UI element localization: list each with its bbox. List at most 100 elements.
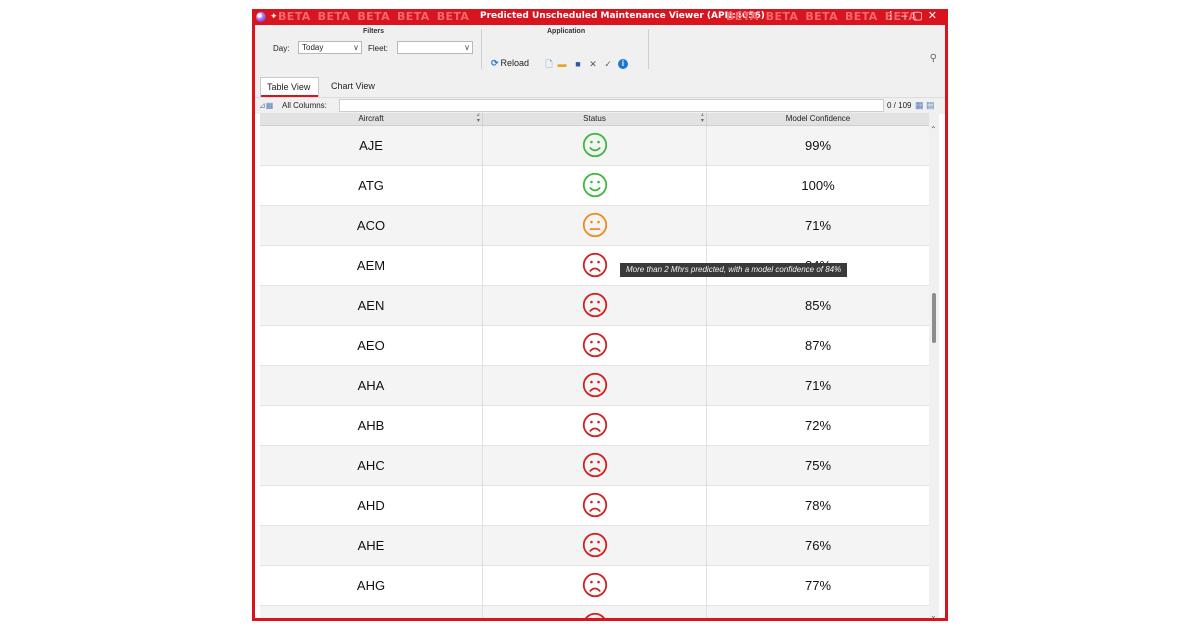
aircraft-cell: AHA: [260, 366, 483, 406]
confidence-cell: 76%: [804, 538, 832, 553]
search-bar: ⊿▦ All Columns: 0 / 109 ▦ ▤: [255, 97, 945, 114]
scroll-down-icon[interactable]: ⌄: [930, 611, 937, 618]
sad-face-icon: [582, 412, 607, 438]
tab-chart-view[interactable]: Chart View: [331, 81, 375, 91]
status-cell: [483, 486, 707, 526]
chevron-down-icon: ∨: [464, 43, 470, 52]
aircraft-cell: AHB: [260, 406, 483, 446]
filters-group-label: Filters: [363, 28, 385, 35]
table-row[interactable]: ACO 71%: [260, 206, 929, 246]
table-row[interactable]: AHE 76%: [260, 526, 929, 566]
confidence-cell: 75%: [804, 458, 832, 473]
save-icon[interactable]: ■: [575, 59, 581, 69]
window-controls: ⋮–▢✕: [885, 9, 942, 22]
minimize-icon[interactable]: –: [901, 10, 913, 22]
column-chooser-icon[interactable]: ▦ ▤: [915, 100, 935, 110]
happy-face-icon: [582, 172, 607, 198]
view-tabs: Table View Chart View: [255, 73, 945, 97]
open-folder-icon[interactable]: ▬: [557, 59, 567, 69]
reload-label: Reload: [500, 58, 530, 68]
menu-dots-icon[interactable]: ⋮: [885, 10, 902, 22]
tab-table-view[interactable]: Table View: [260, 77, 319, 97]
pin-icon[interactable]: ✦: [270, 11, 278, 21]
search-label: All Columns:: [282, 101, 327, 110]
table-row[interactable]: AJE 99%: [260, 126, 929, 166]
table-row[interactable]: AHA 71%: [260, 366, 929, 406]
aircraft-cell: ACO: [260, 206, 483, 246]
table-row[interactable]: AHC 75%: [260, 446, 929, 486]
check-icon[interactable]: ✓: [604, 59, 612, 69]
table-row[interactable]: AHD 78%: [260, 486, 929, 526]
filter-icon[interactable]: ⊿▦: [259, 101, 274, 110]
aircraft-cell: AEM: [260, 246, 483, 286]
aircraft-cell: AHC: [260, 446, 483, 486]
sad-face-icon: [582, 372, 607, 398]
sad-face-icon: [582, 332, 607, 358]
status-cell: [483, 366, 707, 406]
divider: [648, 29, 649, 69]
status-cell: [483, 166, 707, 206]
close-icon[interactable]: ✕: [927, 10, 942, 22]
table-row[interactable]: [260, 606, 929, 618]
divider: [481, 29, 482, 69]
status-cell: [483, 566, 707, 606]
status-cell: [483, 326, 707, 366]
refresh-icon: ⟳: [491, 58, 499, 68]
match-count: 0 / 109: [887, 101, 912, 110]
sort-icon: 1 ▾: [700, 113, 704, 124]
sad-face-icon: [582, 252, 607, 278]
new-file-icon[interactable]: 🗋: [545, 59, 553, 69]
aircraft-cell: [260, 606, 483, 618]
sad-face-icon: [582, 572, 607, 598]
aircraft-cell: AEO: [260, 326, 483, 366]
settings-key-icon[interactable]: ⚲: [929, 53, 937, 64]
neutral-face-icon: [582, 212, 607, 238]
scrollbar-thumb[interactable]: [932, 293, 936, 343]
info-icon[interactable]: i: [618, 59, 628, 69]
confidence-cell: 71%: [804, 378, 832, 393]
confidence-cell: 99%: [804, 138, 832, 153]
confidence-cell: 85%: [804, 298, 832, 313]
status-cell: [483, 286, 707, 326]
table-row[interactable]: AEN 85%: [260, 286, 929, 326]
toolbar-ribbon: Filters Day: Today ∨ Fleet: ∨ Application…: [255, 25, 945, 74]
fleet-label: Fleet:: [368, 44, 389, 53]
sad-face-icon: [582, 492, 607, 518]
table-row[interactable]: ATG 100%: [260, 166, 929, 206]
app-window: ✦ BETA BETA BETA BETA BETA Predicted Unsched…: [252, 9, 948, 621]
app-logo-icon: [256, 12, 266, 22]
title-bar: ✦ BETA BETA BETA BETA BETA Predicted Unsched…: [252, 9, 948, 25]
fleet-select[interactable]: ∨: [397, 41, 473, 54]
tools-icon[interactable]: ✕: [589, 59, 597, 69]
search-input[interactable]: [339, 99, 884, 112]
column-header-aircraft[interactable]: Aircraft 2 ▾: [260, 113, 483, 125]
maximize-icon[interactable]: ▢: [912, 10, 928, 22]
sad-face-icon: [584, 612, 605, 618]
vertical-scrollbar[interactable]: ⌃ ⌄: [929, 113, 939, 618]
aircraft-cell: AHD: [260, 486, 483, 526]
window-content: Filters Day: Today ∨ Fleet: ∨ Application…: [255, 25, 945, 618]
sad-face-icon: [582, 452, 607, 478]
aircraft-cell: AEN: [260, 286, 483, 326]
aircraft-cell: AHG: [260, 566, 483, 606]
beta-banner-right: BETA BETA BETA BETA BETA: [726, 10, 918, 23]
status-tooltip: More than 2 Mhrs predicted, with a model…: [620, 263, 848, 277]
table-row[interactable]: AHG 77%: [260, 566, 929, 606]
column-header-status[interactable]: Status 1 ▾: [483, 113, 707, 125]
status-cell: [483, 126, 707, 166]
happy-face-icon: [582, 132, 607, 158]
day-label: Day:: [273, 44, 290, 53]
reload-button[interactable]: ⟳ Reload: [491, 58, 529, 69]
confidence-cell: [707, 606, 929, 618]
confidence-cell: 71%: [804, 218, 832, 233]
confidence-cell: 77%: [804, 578, 832, 593]
day-select[interactable]: Today ∨: [298, 41, 362, 54]
sad-face-icon: [582, 532, 607, 558]
status-cell: [483, 446, 707, 486]
scroll-up-icon[interactable]: ⌃: [930, 125, 937, 134]
confidence-cell: 87%: [804, 338, 832, 353]
table-row[interactable]: AEO 87%: [260, 326, 929, 366]
confidence-cell: 100%: [801, 178, 835, 193]
table-row[interactable]: AHB 72%: [260, 406, 929, 446]
column-header-confidence[interactable]: Model Confidence: [785, 114, 851, 123]
